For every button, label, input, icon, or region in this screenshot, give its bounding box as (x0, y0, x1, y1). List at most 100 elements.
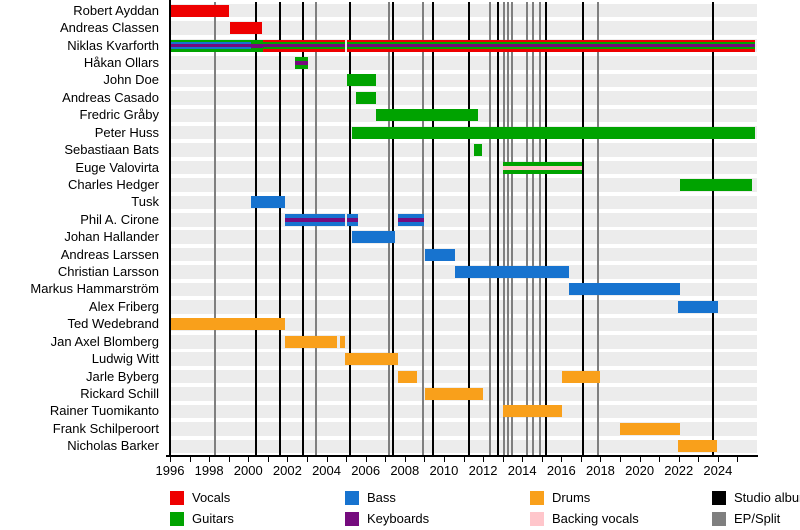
studio-album-line (582, 2, 585, 455)
timeline-bar (503, 405, 562, 418)
year-tick (306, 457, 308, 462)
year-tick (209, 457, 211, 462)
bass-stripe (351, 231, 395, 244)
timeline-plot-area (170, 2, 757, 455)
year-tick (228, 457, 230, 462)
member-name-label: Andreas Casado (62, 89, 159, 105)
guitars-stripe (262, 41, 345, 45)
bass-stripe (170, 41, 251, 45)
year-tick (522, 457, 524, 462)
timeline-bar (474, 144, 483, 157)
row-band (170, 230, 757, 244)
timeline-bar (262, 39, 345, 52)
member-name-label: Robert Ayddan (73, 2, 159, 18)
guitars-stripe (376, 109, 478, 122)
x-axis-line (166, 455, 758, 457)
guitars-stripe (474, 144, 483, 157)
guitars-stripe (251, 47, 263, 52)
guitars-stripe (355, 91, 377, 104)
timeline-bar (340, 335, 345, 348)
bass-stripe (251, 196, 286, 209)
timeline-bar (285, 335, 337, 348)
drums-stripe (397, 370, 417, 383)
guitars-stripe (351, 126, 756, 139)
timeline-bar (251, 39, 263, 52)
row-band (170, 143, 757, 157)
legend-swatch-guitars (170, 512, 184, 526)
ep-split-line (596, 2, 599, 455)
year-tick (365, 457, 367, 462)
timeline-bar (351, 231, 395, 244)
guitars-stripe (170, 39, 251, 42)
timeline-bar (397, 370, 417, 383)
guitars-stripe (503, 161, 583, 166)
row-band (170, 369, 757, 384)
row-band (170, 439, 757, 454)
member-labels-column: Robert Ayddan Andreas Classen Niklas Kvarf… (0, 2, 164, 455)
bass-stripe (397, 213, 424, 218)
guitars-stripe (262, 46, 345, 50)
keyboards-stripe (262, 44, 345, 47)
drums-stripe (344, 353, 398, 366)
member-name-label: Fredric Gråby (79, 107, 159, 123)
guitars-stripe (347, 74, 377, 87)
bass-stripe (285, 213, 345, 218)
guitars-stripe (503, 169, 583, 174)
member-name-label: Rainer Tuomikanto (49, 403, 159, 419)
year-tick-label: 1996 (155, 463, 185, 478)
year-tick (189, 457, 191, 462)
row-band (170, 300, 757, 314)
legend-label: EP/Split (734, 511, 781, 526)
year-tick (600, 457, 602, 462)
year-tick (463, 457, 465, 462)
studio-album-line (711, 2, 714, 455)
year-tick-label: 2016 (546, 463, 576, 478)
member-name-label: Phil A. Cirone (80, 211, 159, 227)
legend-label: Backing vocals (552, 511, 639, 526)
row-band (170, 247, 757, 262)
drums-stripe (285, 335, 337, 348)
year-tick (483, 457, 485, 462)
timeline-bar (620, 422, 680, 435)
year-tick-label: 1998 (194, 463, 224, 478)
studio-album-line (467, 2, 470, 455)
year-tick-label: 2002 (272, 463, 302, 478)
year-tick (541, 457, 543, 462)
year-tick (170, 457, 171, 462)
guitars-stripe (295, 64, 308, 69)
member-name-label: Johan Hallander (64, 229, 159, 245)
ep-split-line (314, 2, 317, 455)
timeline-bar (170, 4, 229, 17)
bass-stripe (424, 248, 455, 261)
timeline-bar (170, 318, 286, 331)
timeline-bar (355, 91, 377, 104)
vocals-stripe (347, 39, 756, 42)
guitars-stripe (251, 39, 263, 44)
legend-label: Studio album (734, 490, 800, 505)
ep-split-line (214, 2, 216, 455)
timeline-bar (561, 370, 600, 383)
backing_vocals-stripe (503, 165, 583, 170)
ep-split-line (511, 2, 514, 455)
bass-stripe (347, 221, 358, 226)
keyboards-stripe (170, 44, 251, 47)
ep-split-line (506, 2, 509, 455)
year-tick (443, 457, 445, 462)
ep-split-line (531, 2, 534, 455)
keyboards-stripe (295, 60, 308, 65)
timeline-bar (285, 213, 345, 226)
studio-album-line (431, 2, 434, 455)
legend-swatch-keyboards (345, 512, 359, 526)
timeline-bar (347, 39, 756, 52)
timeline-bar (295, 56, 308, 69)
member-name-label: Håkan Ollars (83, 54, 159, 70)
bass-stripe (454, 266, 569, 279)
timeline-bar (679, 178, 753, 191)
year-tick (659, 457, 661, 462)
member-name-label: Ludwig Witt (91, 351, 159, 367)
studio-album-line (392, 2, 395, 455)
plot-left-border (169, 0, 171, 455)
year-tick-label: 2014 (507, 463, 537, 478)
studio-album-line (545, 2, 548, 455)
